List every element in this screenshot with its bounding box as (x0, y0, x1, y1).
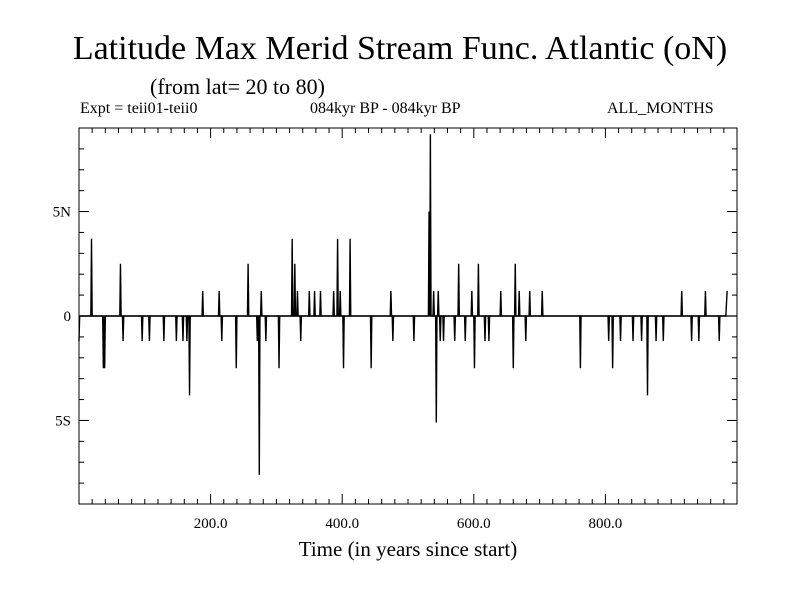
series-group (78, 134, 728, 475)
months-label: ALL_MONTHS (607, 100, 714, 117)
x-axis-title: Time (in years since start) (299, 537, 518, 561)
x-tick-label: 200.0 (194, 516, 228, 532)
axis-ticks: 200.0 400.0 600.0 800.0 5N 0 5S (53, 127, 738, 532)
x-tick-label: 600.0 (457, 516, 491, 532)
y-tick-label: 0 (64, 309, 72, 325)
chart-subtitle: (from lat= 20 to 80) (150, 74, 325, 99)
series-line (78, 134, 728, 475)
x-tick-label: 400.0 (325, 516, 359, 532)
x-tick-label: 800.0 (589, 516, 623, 532)
experiment-label: Expt = teii01-teii0 (80, 100, 198, 117)
y-tick-label: 5N (53, 205, 72, 221)
y-tick-label: 5S (55, 413, 71, 429)
chart-title: Latitude Max Merid Stream Func. Atlantic… (72, 30, 728, 67)
period-label: 084kyr BP - 084kyr BP (310, 100, 461, 117)
